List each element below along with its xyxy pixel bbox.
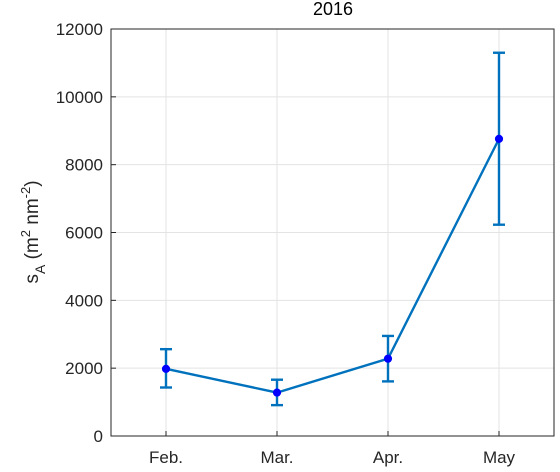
chart-title: 2016 (313, 0, 353, 19)
data-point (272, 388, 282, 397)
x-tick-labels: Feb. Mar. Apr. May (149, 448, 516, 467)
x-tick-label: Feb. (149, 448, 183, 467)
y-tick-label: 8000 (65, 156, 103, 175)
series-line (165, 138, 501, 394)
y-tick-labels: 0 2000 4000 6000 8000 10000 12000 (56, 20, 103, 446)
y-tick-label: 10000 (56, 88, 103, 107)
data-points (161, 134, 504, 397)
y-tick-label: 2000 (65, 359, 103, 378)
data-point (161, 364, 171, 373)
axis-ticks (111, 28, 500, 437)
y-tick-label: 6000 (65, 224, 103, 243)
y-tick-label: 0 (94, 427, 103, 446)
y-axis-label: sA (m2 nm-2) (18, 180, 48, 283)
x-tick-label: Mar. (260, 448, 293, 467)
data-point (494, 134, 504, 143)
y-tick-label: 12000 (56, 20, 103, 39)
x-tick-label: Apr. (373, 448, 403, 467)
x-tick-label: May (483, 448, 516, 467)
y-tick-label: 4000 (65, 291, 103, 310)
data-point (383, 354, 393, 363)
